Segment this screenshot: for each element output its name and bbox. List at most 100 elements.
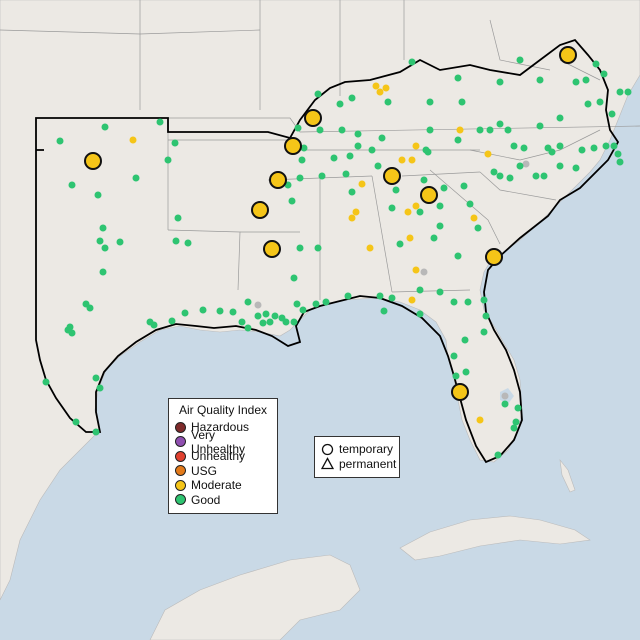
good-monitor-dot	[368, 146, 376, 154]
good-monitor-dot	[300, 144, 308, 152]
good-monitor-dot	[510, 424, 518, 432]
moderate-monitor-dot	[484, 150, 492, 158]
good-monitor-dot	[584, 100, 592, 108]
region-outline	[35, 38, 620, 464]
moderate-monitor-dot	[358, 180, 366, 188]
good-monitor-dot	[101, 123, 109, 131]
temporary-moderate-monitor	[420, 186, 438, 204]
unhealthy-swatch	[175, 450, 186, 462]
good-monitor-dot	[199, 306, 207, 314]
good-monitor-dot	[266, 318, 274, 326]
good-monitor-dot	[150, 321, 158, 329]
good-monitor-dot	[578, 146, 586, 154]
good-monitor-dot	[602, 142, 610, 150]
good-monitor-dot	[262, 310, 270, 318]
good-monitor-dot	[344, 292, 352, 300]
legend-item-hazardous: Hazardous	[175, 420, 271, 435]
bahamas-land	[559, 458, 576, 493]
good-monitor-dot	[92, 374, 100, 382]
very-unhealthy-swatch	[175, 436, 186, 448]
good-monitor-dot	[282, 318, 290, 326]
legend-item-usg: USG	[175, 464, 271, 479]
moderate-monitor-dot	[412, 202, 420, 210]
good-monitor-dot	[548, 148, 556, 156]
aqi-legend-title: Air Quality Index	[178, 403, 268, 417]
good-monitor-dot	[384, 98, 392, 106]
good-monitor-dot	[72, 418, 80, 426]
good-monitor-dot	[416, 208, 424, 216]
good-monitor-dot	[380, 307, 388, 315]
moderate-monitor-dot	[408, 156, 416, 164]
legend-item-very-unhealthy: Very Unhealthy	[175, 428, 271, 456]
good-monitor-dot	[164, 156, 172, 164]
good-monitor-dot	[494, 451, 502, 459]
good-monitor-dot	[96, 237, 104, 245]
good-monitor-dot	[96, 384, 104, 392]
good-monitor-dot	[464, 298, 472, 306]
good-monitor-dot	[244, 324, 252, 332]
good-monitor-dot	[514, 404, 522, 412]
good-monitor-dot	[348, 188, 356, 196]
good-monitor-dot	[316, 126, 324, 134]
good-monitor-dot	[506, 174, 514, 182]
good-monitor-dot	[216, 307, 224, 315]
legend-label: temporary	[339, 442, 394, 457]
good-monitor-dot	[388, 204, 396, 212]
good-monitor-dot	[172, 237, 180, 245]
good-monitor-dot	[486, 126, 494, 134]
good-monitor-dot	[314, 90, 322, 98]
good-monitor-dot	[510, 142, 518, 150]
good-monitor-dot	[596, 98, 604, 106]
temporary-moderate-monitor	[485, 248, 503, 266]
good-monitor-dot	[408, 58, 416, 66]
good-monitor-dot	[450, 298, 458, 306]
good-monitor-dot	[293, 300, 301, 308]
good-monitor-dot	[290, 274, 298, 282]
no-data-monitor-dot	[254, 301, 262, 309]
moderate-monitor-dot	[129, 136, 137, 144]
legend-item-temporary: temporary	[321, 442, 393, 457]
legend-item-unhealthy: Unhealthy	[175, 449, 271, 464]
good-monitor-dot	[490, 168, 498, 176]
good-monitor-dot	[532, 172, 540, 180]
good-monitor-dot	[298, 156, 306, 164]
good-monitor-dot	[461, 336, 469, 344]
good-monitor-dot	[42, 378, 50, 386]
monitor-type-legend: temporary permanent	[314, 436, 400, 478]
moderate-monitor-dot	[408, 296, 416, 304]
good-monitor-dot	[496, 120, 504, 128]
no-data-monitor-dot	[501, 392, 509, 400]
good-monitor-dot	[426, 98, 434, 106]
good-monitor-dot	[616, 158, 624, 166]
temporary-moderate-monitor	[383, 167, 401, 185]
good-monitor-dot	[86, 304, 94, 312]
good-monitor-dot	[322, 298, 330, 306]
good-monitor-dot	[480, 328, 488, 336]
good-monitor-dot	[294, 124, 302, 132]
good-monitor-dot	[422, 146, 430, 154]
good-monitor-dot	[66, 323, 74, 331]
good-monitor-dot	[171, 139, 179, 147]
good-monitor-dot	[396, 240, 404, 248]
good-monitor-dot	[516, 162, 524, 170]
good-monitor-dot	[312, 300, 320, 308]
good-monitor-dot	[416, 286, 424, 294]
good-monitor-dot	[556, 162, 564, 170]
good-monitor-dot	[376, 292, 384, 300]
good-monitor-dot	[336, 100, 344, 108]
temporary-moderate-monitor	[84, 152, 102, 170]
good-monitor-dot	[244, 298, 252, 306]
good-monitor-dot	[592, 60, 600, 68]
good-monitor-dot	[556, 142, 564, 150]
legend-label: USG	[191, 463, 218, 478]
good-monitor-dot	[430, 234, 438, 242]
legend-item-moderate: Moderate	[175, 478, 271, 493]
good-monitor-dot	[462, 368, 470, 376]
moderate-monitor-dot	[404, 208, 412, 216]
good-monitor-dot	[416, 310, 424, 318]
legend-label: Hazardous	[191, 420, 250, 435]
good-monitor-dot	[476, 126, 484, 134]
good-monitor-dot	[572, 78, 580, 86]
triangle-icon	[321, 457, 334, 470]
